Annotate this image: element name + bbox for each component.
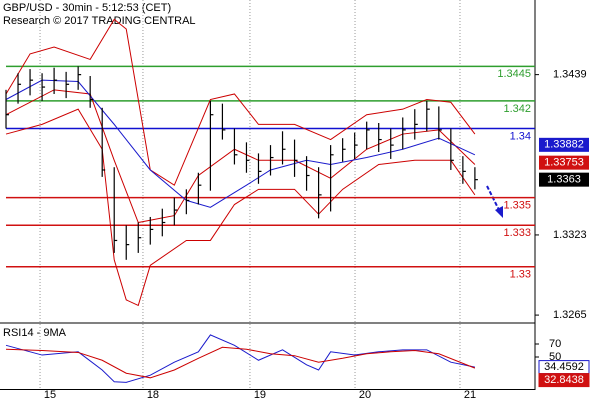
x-tick-label: 21 bbox=[464, 389, 476, 400]
rsi-line bbox=[5, 346, 476, 379]
price-tag-label: 1.3363 bbox=[547, 174, 581, 186]
price-tag bbox=[539, 155, 589, 170]
rsi-tag-label: 34.4592 bbox=[544, 361, 584, 373]
overlay-line bbox=[5, 18, 476, 186]
rsi-tick-label: 50 bbox=[549, 351, 561, 363]
rsi-line bbox=[5, 334, 475, 383]
chart-subtitle: Research © 2017 TRADING CENTRAL bbox=[3, 15, 196, 27]
price-tag bbox=[539, 137, 589, 152]
level-label: 1.342 bbox=[503, 103, 531, 115]
x-tick-label: 19 bbox=[254, 389, 266, 400]
y-tick-label: 1.3265 bbox=[553, 309, 587, 321]
level-label: 1.33 bbox=[510, 269, 531, 281]
x-tick-label: 15 bbox=[44, 389, 56, 400]
chart-title: GBP/USD - 30min - 5:12:53 (CET) bbox=[3, 2, 171, 14]
price-tag-label: 1.33753 bbox=[544, 157, 584, 169]
price-tag bbox=[539, 172, 589, 187]
rsi-title: RSI14 - 9MA bbox=[3, 327, 67, 339]
rsi-tag-label: 32.8438 bbox=[544, 374, 584, 386]
rsi-tag bbox=[538, 373, 590, 388]
level-label: 1.3445 bbox=[497, 68, 531, 80]
level-label: 1.333 bbox=[503, 227, 531, 239]
price-tag-label: 1.33882 bbox=[544, 139, 584, 151]
level-label: 1.34 bbox=[510, 130, 531, 142]
rsi-tick-label: 70 bbox=[549, 338, 561, 350]
x-tick-label: 20 bbox=[359, 389, 371, 400]
y-tick-label: 1.3439 bbox=[553, 69, 587, 81]
y-tick-label: 1.3323 bbox=[553, 229, 587, 241]
x-tick-label: 18 bbox=[147, 389, 159, 400]
level-label: 1.335 bbox=[503, 200, 531, 212]
